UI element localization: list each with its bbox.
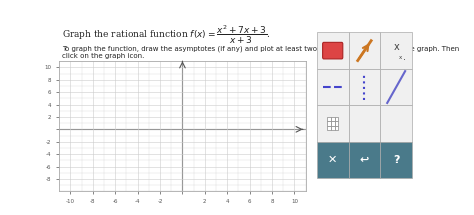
Bar bbox=[327, 117, 331, 121]
Bar bbox=[317, 105, 348, 142]
Bar bbox=[348, 69, 380, 105]
Bar bbox=[380, 69, 412, 105]
Bar bbox=[380, 142, 412, 178]
Text: x: x bbox=[399, 55, 402, 60]
Bar bbox=[331, 117, 335, 121]
Bar bbox=[348, 105, 380, 142]
Bar bbox=[335, 121, 338, 126]
Text: ?: ? bbox=[393, 155, 400, 165]
Text: ✕: ✕ bbox=[328, 155, 337, 165]
Bar bbox=[335, 117, 338, 121]
Bar bbox=[380, 32, 412, 69]
Bar bbox=[331, 126, 335, 130]
Bar bbox=[348, 32, 380, 69]
Bar bbox=[331, 121, 335, 126]
Bar bbox=[327, 121, 331, 126]
Bar bbox=[317, 69, 348, 105]
Text: .: . bbox=[402, 52, 406, 62]
Text: ↩: ↩ bbox=[360, 155, 369, 165]
Text: x: x bbox=[393, 42, 399, 52]
Bar bbox=[335, 126, 338, 130]
Text: Graph the rational function $f(x) = \dfrac{x^2 + 7x + 3}{x + 3}$.: Graph the rational function $f(x) = \dfr… bbox=[62, 24, 270, 46]
Bar bbox=[317, 142, 348, 178]
Bar bbox=[317, 32, 348, 69]
Text: To graph the function, draw the asymptotes (if any) and plot at least two points: To graph the function, draw the asymptot… bbox=[62, 46, 459, 59]
Bar bbox=[380, 105, 412, 142]
Bar bbox=[327, 126, 331, 130]
FancyBboxPatch shape bbox=[323, 42, 343, 59]
Bar bbox=[348, 142, 380, 178]
